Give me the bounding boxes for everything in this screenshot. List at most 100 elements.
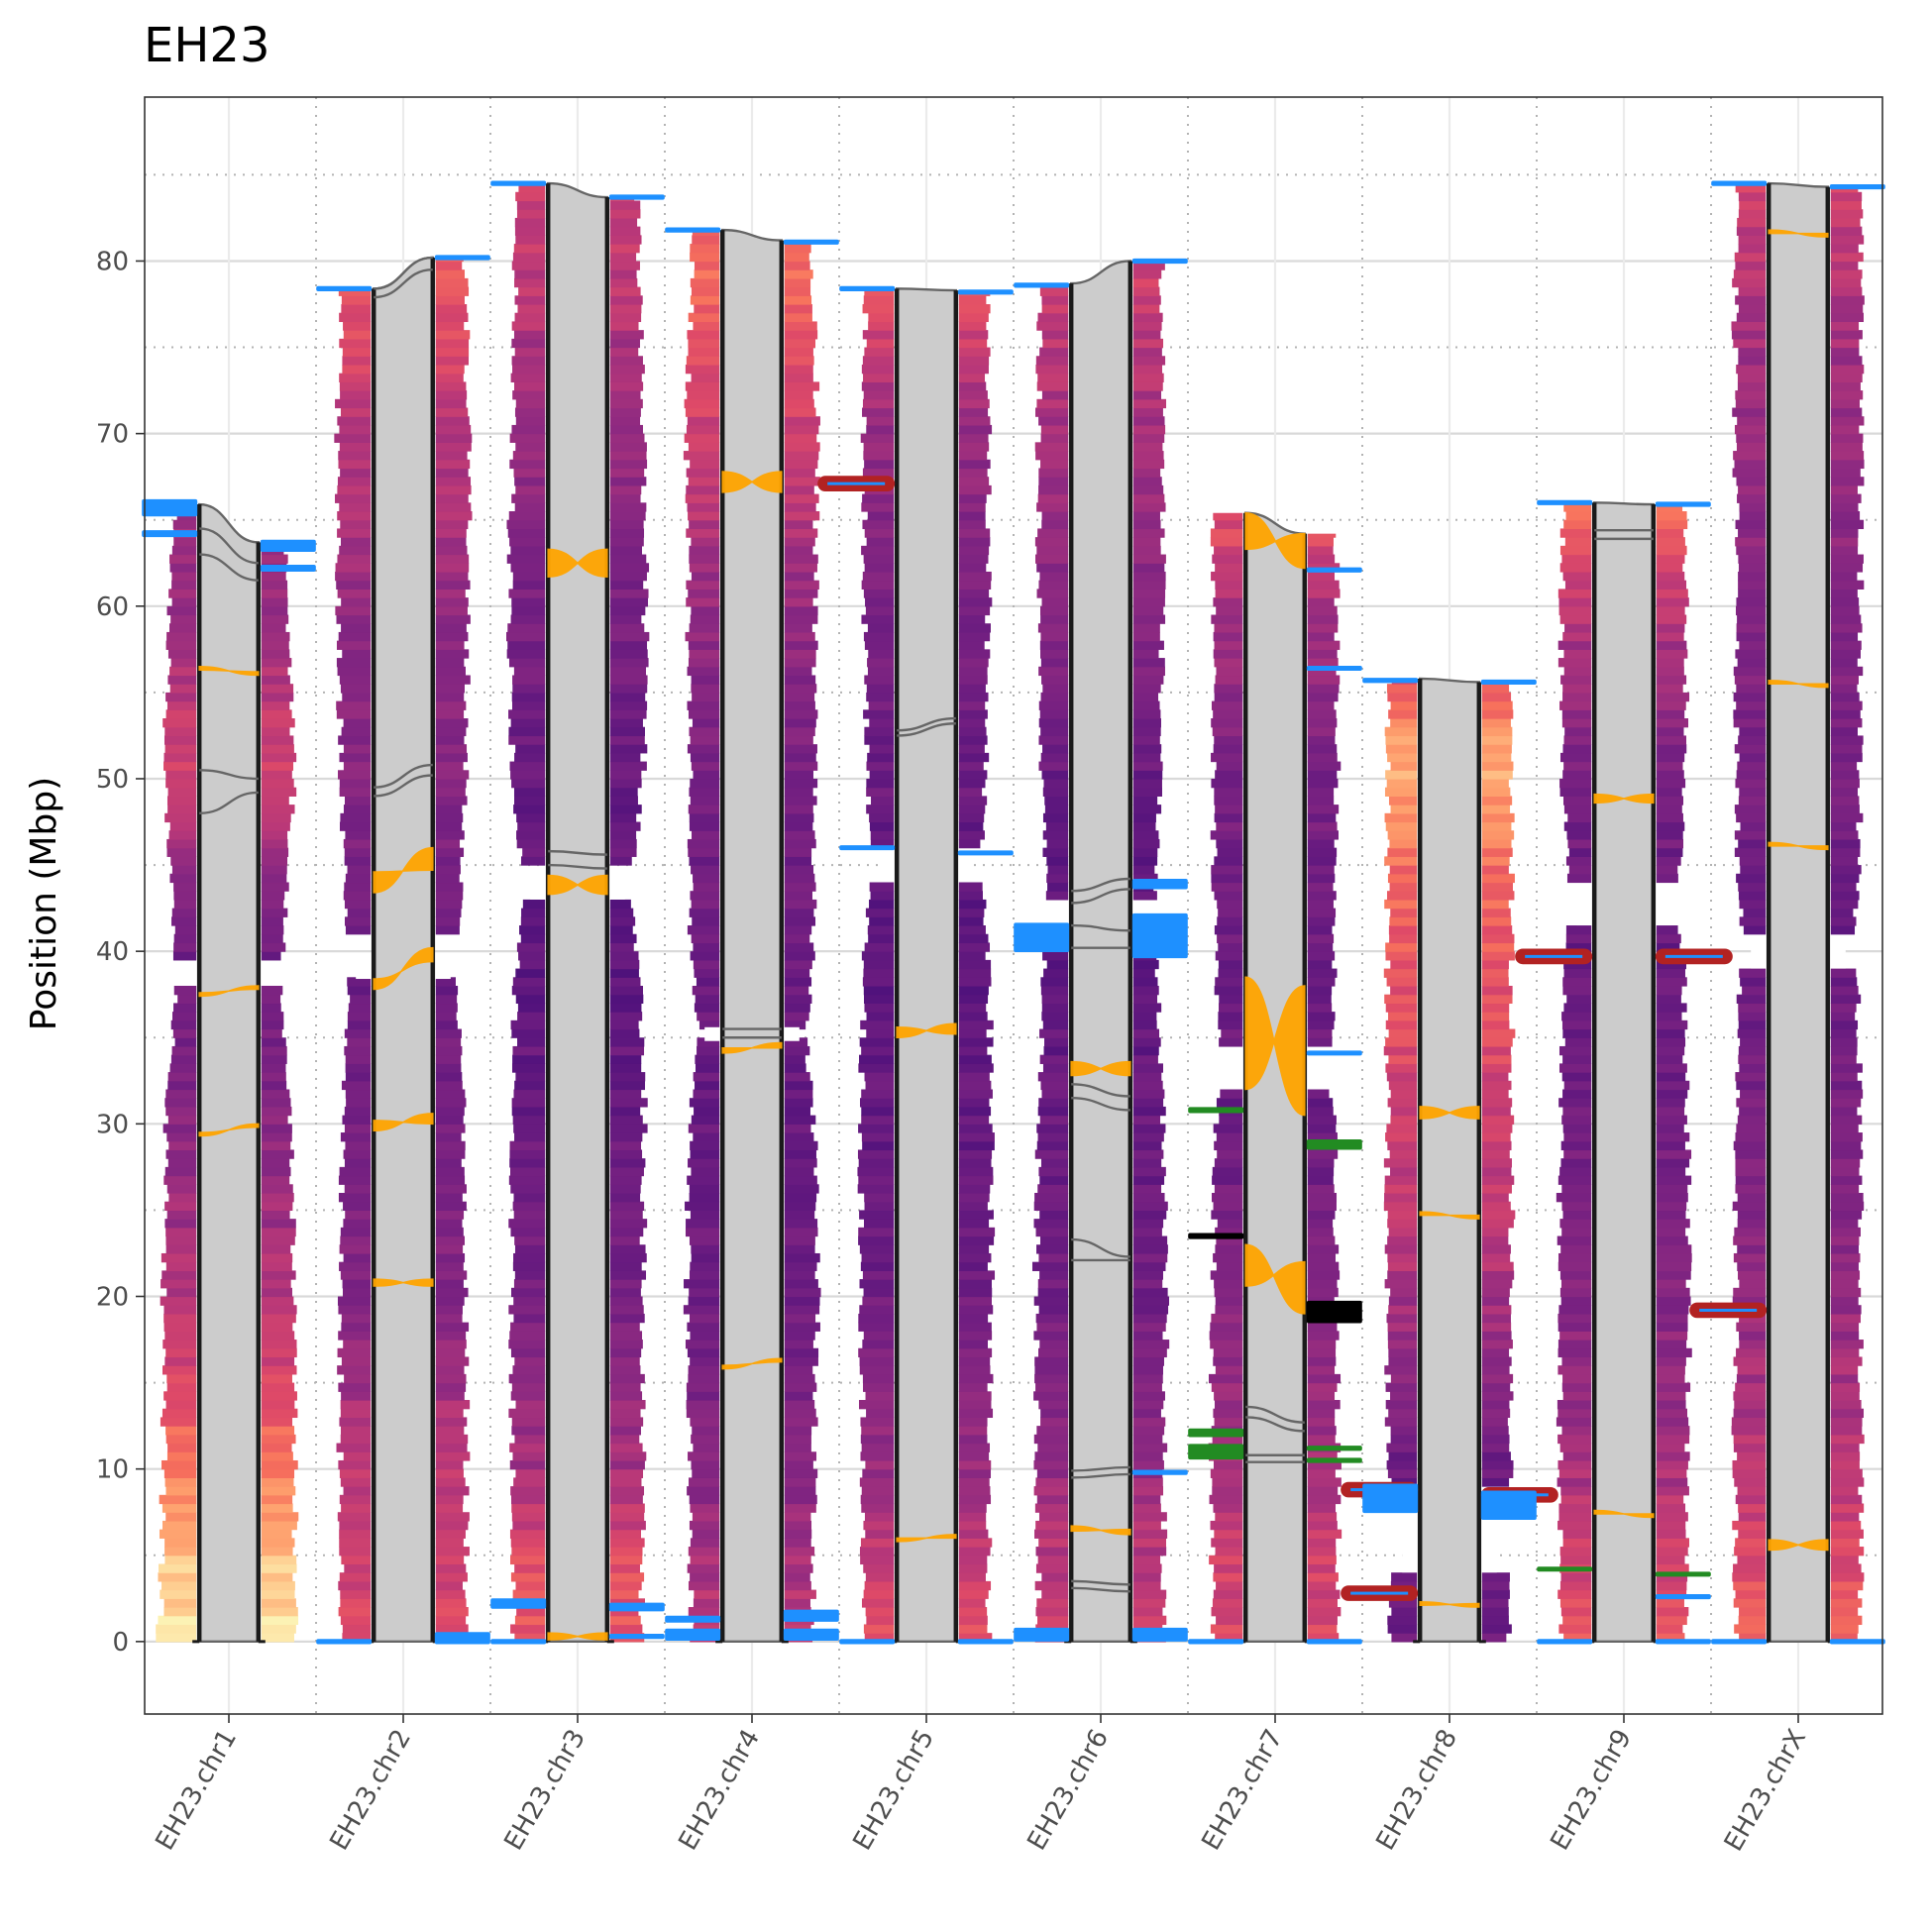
density-bin — [1559, 700, 1592, 710]
density-bin — [508, 658, 546, 668]
density-bin — [435, 1503, 464, 1513]
density-bin — [1044, 1037, 1069, 1047]
density-bin — [1736, 477, 1767, 486]
density-bin — [689, 649, 720, 659]
density-bin — [1386, 1459, 1418, 1470]
density-bin — [858, 1158, 895, 1168]
density-bin — [1132, 390, 1162, 400]
density-bin — [1132, 321, 1162, 331]
density-bin — [1039, 1235, 1069, 1245]
density-bin — [784, 1322, 820, 1332]
density-bin — [958, 675, 988, 685]
density-bin — [687, 700, 720, 710]
density-bin — [1830, 1270, 1861, 1280]
density-bin — [1384, 812, 1418, 823]
density-bin — [1481, 925, 1513, 935]
density-bin — [261, 1210, 290, 1220]
density-bin — [435, 658, 465, 668]
density-bin — [958, 805, 986, 814]
density-bin — [171, 545, 197, 556]
density-bin — [958, 1252, 992, 1263]
density-bin — [261, 1322, 293, 1332]
density-bin — [340, 1426, 372, 1436]
density-bin — [1214, 985, 1243, 996]
density-bin — [160, 1296, 197, 1306]
density-bin — [864, 735, 895, 745]
density-bin — [867, 658, 895, 668]
density-bin — [1132, 1313, 1167, 1324]
density-bin — [1830, 1028, 1857, 1038]
density-bin — [261, 1132, 292, 1142]
density-bin — [784, 1589, 816, 1599]
density-bin — [161, 1270, 197, 1280]
density-bin — [863, 959, 895, 970]
density-bin — [1737, 1028, 1767, 1038]
density-bin — [1481, 1175, 1515, 1185]
density-bin — [261, 614, 289, 624]
density-bin — [435, 1227, 464, 1237]
density-bin — [1307, 752, 1338, 763]
density-bin — [1390, 700, 1418, 710]
density-bin — [609, 1512, 645, 1522]
density-bin — [1558, 1468, 1592, 1478]
density-bin — [1738, 304, 1767, 314]
density-bin — [167, 1443, 197, 1452]
density-bin — [784, 1434, 811, 1445]
x-axis: EH23.chr1 EH23.chr2 EH23.chr3 EH23.chr4 EH23… — [150, 1714, 1812, 1857]
density-bin — [1738, 838, 1767, 849]
density-bin — [609, 424, 643, 435]
telomere-marker — [1306, 1639, 1362, 1645]
density-bin — [1562, 1106, 1592, 1117]
density-bin — [1656, 873, 1678, 884]
density-bin — [341, 597, 372, 607]
density-bin — [691, 1252, 720, 1263]
density-bin — [1563, 1132, 1592, 1142]
density-bin — [1390, 908, 1418, 917]
density-bin — [609, 1408, 641, 1419]
density-bin — [1481, 1459, 1514, 1470]
density-bin — [784, 1520, 812, 1531]
density-bin — [1830, 1633, 1858, 1643]
density-bin — [784, 1045, 810, 1056]
density-bin — [958, 1547, 991, 1556]
density-bin — [958, 1244, 990, 1254]
density-bin — [609, 554, 647, 564]
density-bin — [1559, 1443, 1592, 1452]
density-bin — [784, 692, 815, 702]
density-bin — [784, 269, 813, 279]
density-bin — [338, 1331, 372, 1341]
density-bin — [1557, 1365, 1592, 1375]
density-bin — [1739, 968, 1767, 978]
density-bin — [435, 1408, 464, 1419]
density-bin — [1559, 778, 1592, 789]
density-bin — [1307, 856, 1337, 866]
density-bin — [1830, 1106, 1858, 1117]
density-bin — [1386, 1443, 1418, 1452]
density-bin — [1132, 1201, 1168, 1212]
density-bin — [1734, 459, 1767, 470]
density-bin — [435, 805, 463, 814]
density-bin — [511, 1417, 546, 1427]
density-bin — [1656, 787, 1682, 798]
density-bin — [1034, 1356, 1069, 1366]
density-bin — [1307, 994, 1332, 1005]
density-bin — [339, 1166, 372, 1177]
density-bin — [1656, 1063, 1687, 1073]
density-bin — [261, 1468, 295, 1478]
density-bin — [1388, 1356, 1418, 1366]
density-bin — [261, 1219, 296, 1229]
density-bin — [1656, 744, 1687, 754]
density-bin — [167, 1072, 197, 1082]
density-bin — [1830, 1192, 1864, 1203]
density-bin — [1037, 623, 1069, 633]
density-bin — [1211, 1313, 1243, 1324]
density-bin — [339, 1468, 372, 1478]
density-bin — [1132, 675, 1164, 685]
density-bin — [344, 1158, 372, 1168]
centromere-gap — [1751, 947, 1770, 969]
density-bin — [1481, 1313, 1511, 1324]
density-bin — [514, 1356, 546, 1366]
inversion-ribbon — [1768, 841, 1829, 851]
synteny-boundary — [199, 769, 259, 781]
